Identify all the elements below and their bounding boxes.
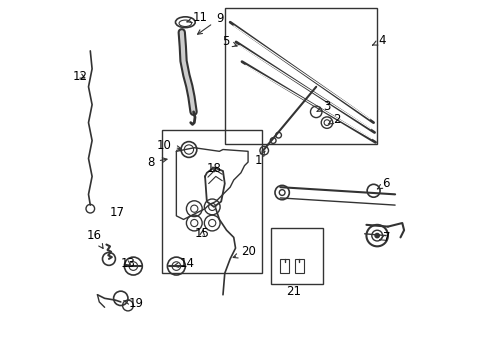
Bar [224,8,376,144]
Text: 16: 16 [86,229,103,248]
Text: 12: 12 [73,69,88,82]
Text: 5: 5 [222,35,237,49]
Text: 20: 20 [233,245,255,258]
Text: 1: 1 [254,151,264,167]
Text: 13: 13 [121,257,135,270]
Text: 3: 3 [316,100,329,113]
Text: 17: 17 [110,206,125,219]
Text: 6: 6 [377,177,389,190]
Text: 7: 7 [379,231,389,244]
Bar [162,130,262,273]
Bar [271,228,323,284]
Text: 9: 9 [197,12,223,34]
Bar [280,259,289,273]
Text: 2: 2 [327,113,340,126]
Text: 10: 10 [157,139,181,152]
Text: 18: 18 [206,162,221,175]
Text: 15: 15 [195,226,209,239]
Text: 11: 11 [186,12,207,24]
Text: 8: 8 [147,156,167,168]
Text: 14: 14 [174,257,195,270]
Text: 4: 4 [372,34,385,48]
Text: 19: 19 [123,297,144,310]
Text: 21: 21 [286,285,301,298]
Circle shape [374,233,379,238]
Bar [294,259,303,273]
